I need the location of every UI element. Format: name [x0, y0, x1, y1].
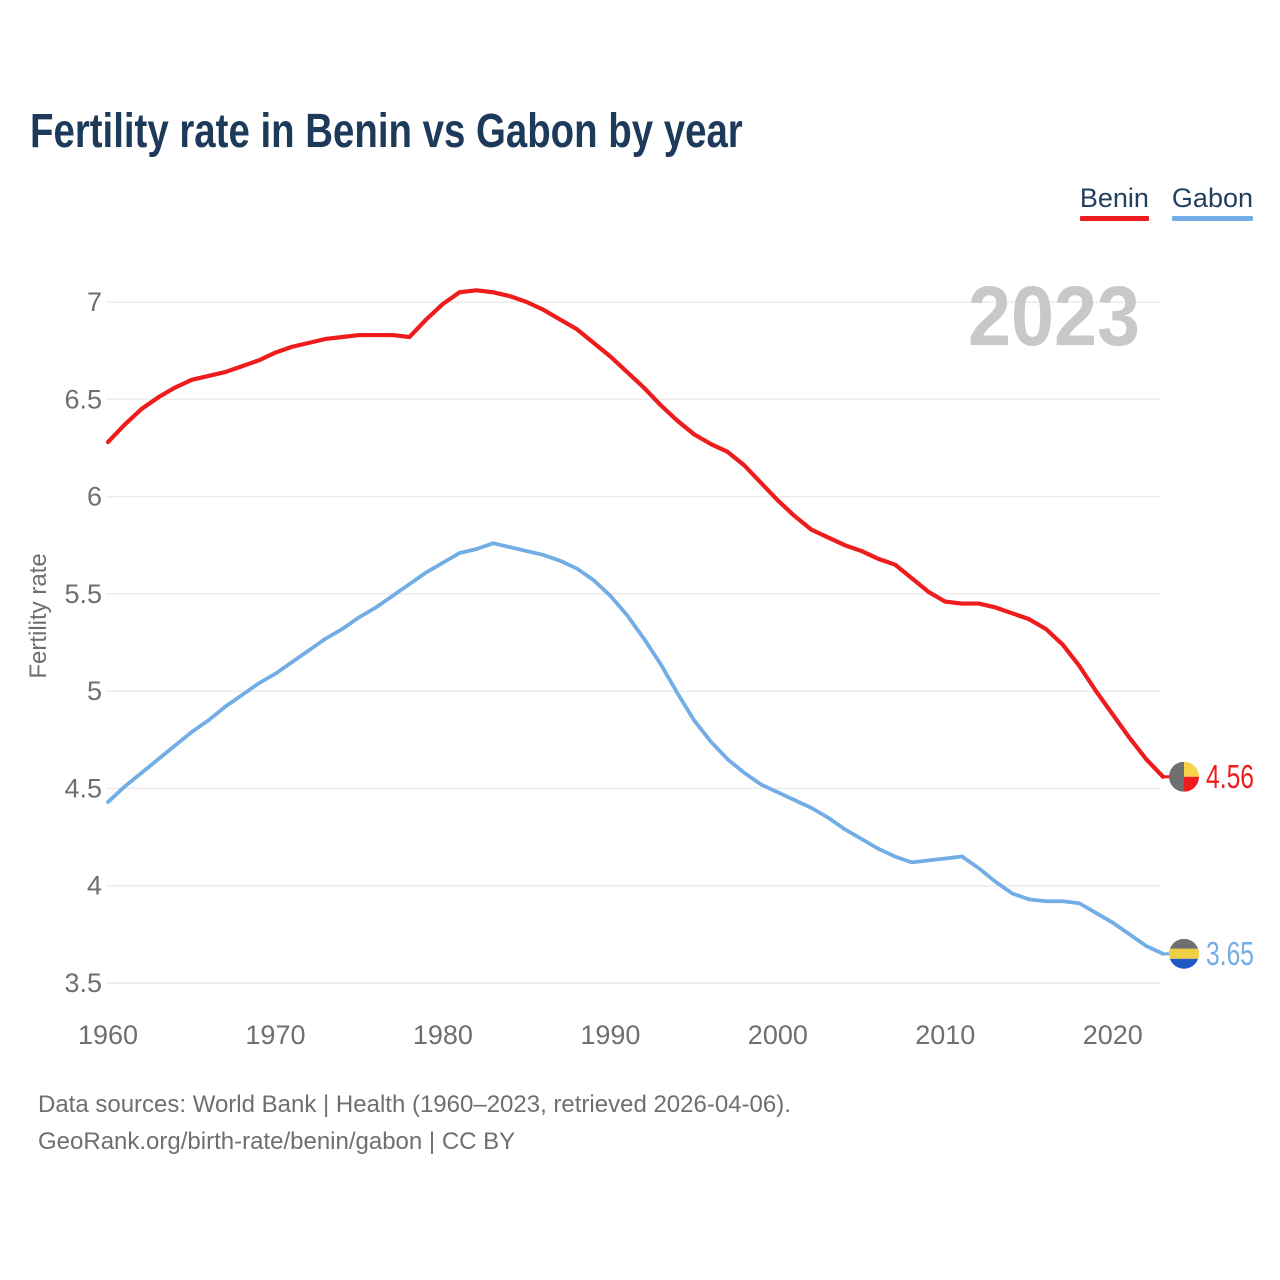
chart-footer: Data sources: World Bank | Health (1960–… — [38, 1086, 791, 1160]
x-tick-label-1990: 1990 — [580, 1020, 640, 1050]
y-tick-label-5.5: 5.5 — [64, 579, 102, 609]
x-tick-label-1960: 1960 — [78, 1020, 138, 1050]
x-tick-label-1970: 1970 — [245, 1020, 305, 1050]
series-line-benin[interactable] — [105, 288, 1166, 779]
legend-label-gabon: Gabon — [1171, 183, 1253, 213]
y-tick-label-4.5: 4.5 — [64, 773, 102, 803]
x-tick-label-2000: 2000 — [748, 1020, 808, 1050]
y-axis-title: Fertility rate — [25, 553, 52, 678]
legend-item-gabon[interactable]: Gabon — [1171, 183, 1253, 221]
end-value-label-gabon: 3.65 — [1206, 935, 1254, 972]
end-value-label-benin: 4.56 — [1206, 758, 1254, 795]
legend-item-benin[interactable]: Benin — [1079, 183, 1149, 221]
watermark-year: 2023 — [968, 269, 1140, 363]
x-tick-label-2020: 2020 — [1083, 1020, 1143, 1050]
y-tick-label-4: 4 — [87, 871, 102, 901]
y-tick-label-6: 6 — [87, 482, 102, 512]
legend-label-benin: Benin — [1079, 183, 1149, 213]
footer-source-line: Data sources: World Bank | Health (1960–… — [38, 1091, 791, 1118]
x-tick-label-2010: 2010 — [915, 1020, 975, 1050]
footer-attribution-line: GeoRank.org/birth-rate/benin/gabon | CC … — [38, 1128, 516, 1155]
legend: Benin Gabon — [1079, 183, 1253, 221]
y-tick-label-3.5: 3.5 — [64, 968, 102, 998]
legend-underline-gabon — [1171, 216, 1253, 221]
legend-underline-benin — [1079, 216, 1149, 221]
flag-icon-gabon — [1169, 938, 1199, 969]
y-tick-label-5: 5 — [87, 676, 102, 706]
series-line-gabon[interactable] — [106, 541, 1165, 956]
page-title: Fertility rate in Benin vs Gabon by year — [30, 105, 743, 158]
flag-icon-benin — [1169, 761, 1199, 792]
x-tick-label-1980: 1980 — [413, 1020, 473, 1050]
y-tick-label-7: 7 — [87, 287, 102, 317]
y-tick-label-6.5: 6.5 — [64, 384, 102, 414]
